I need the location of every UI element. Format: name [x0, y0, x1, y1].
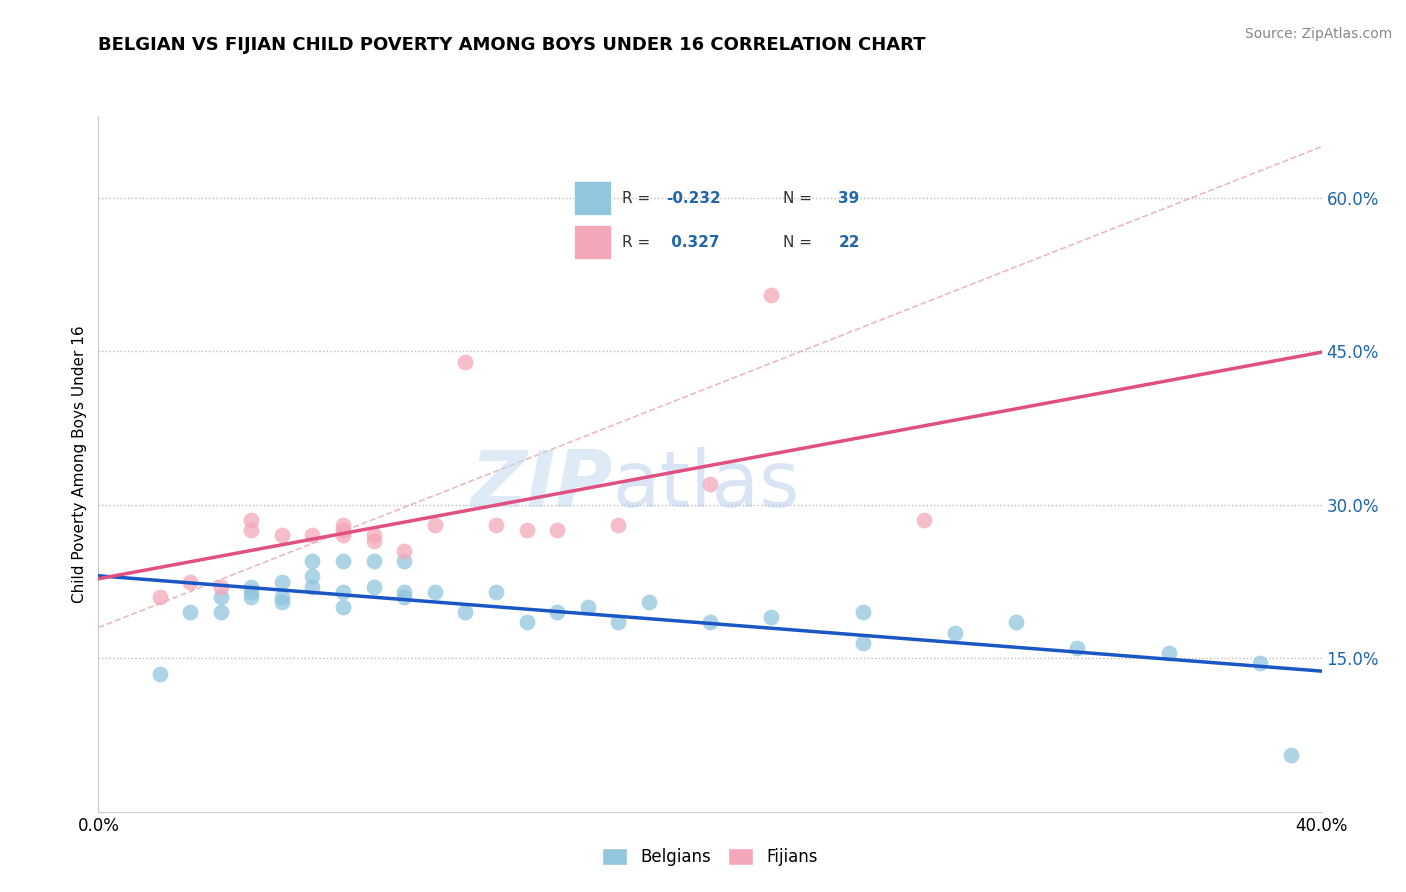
Point	[516, 524, 538, 538]
Point	[759, 610, 782, 624]
Point	[516, 615, 538, 630]
Point	[363, 533, 385, 548]
Point	[301, 554, 323, 568]
Point	[363, 580, 385, 594]
Legend: Belgians, Fijians: Belgians, Fijians	[596, 841, 824, 873]
Point	[1279, 748, 1302, 763]
Point	[546, 524, 568, 538]
Point	[485, 584, 508, 599]
Point	[301, 528, 323, 542]
Point	[943, 625, 966, 640]
Point	[852, 636, 875, 650]
Point	[149, 666, 172, 681]
Point	[454, 354, 477, 368]
Point	[607, 615, 630, 630]
Point	[270, 595, 292, 609]
Point	[637, 595, 661, 609]
Text: N =: N =	[783, 235, 817, 250]
Point	[392, 590, 416, 604]
FancyBboxPatch shape	[574, 181, 612, 216]
Point	[332, 584, 354, 599]
Point	[392, 544, 416, 558]
Point	[454, 605, 477, 619]
Point	[485, 518, 508, 533]
Point	[301, 580, 323, 594]
Point	[699, 477, 721, 491]
Point	[209, 605, 232, 619]
Point	[546, 605, 568, 619]
Point	[179, 605, 201, 619]
Point	[852, 605, 875, 619]
Point	[759, 288, 782, 302]
Point	[363, 528, 385, 542]
Point	[240, 584, 263, 599]
Point	[332, 524, 354, 538]
Point	[423, 518, 446, 533]
Point	[576, 600, 599, 615]
Point	[912, 513, 935, 527]
FancyBboxPatch shape	[574, 225, 612, 260]
Text: R =: R =	[621, 235, 655, 250]
Point	[270, 528, 292, 542]
Point	[332, 554, 354, 568]
Point	[363, 554, 385, 568]
Text: 0.327: 0.327	[666, 235, 720, 250]
Point	[699, 615, 721, 630]
Point	[179, 574, 201, 589]
Y-axis label: Child Poverty Among Boys Under 16: Child Poverty Among Boys Under 16	[72, 325, 87, 603]
Point	[270, 590, 292, 604]
Text: R =: R =	[621, 191, 655, 206]
Point	[301, 569, 323, 583]
Point	[423, 584, 446, 599]
Point	[240, 580, 263, 594]
Point	[270, 574, 292, 589]
Point	[240, 524, 263, 538]
Point	[240, 513, 263, 527]
Point	[1066, 640, 1088, 655]
Point	[607, 518, 630, 533]
Text: 39: 39	[838, 191, 859, 206]
Text: atlas: atlas	[612, 447, 800, 523]
Point	[149, 590, 172, 604]
Point	[240, 590, 263, 604]
Point	[332, 600, 354, 615]
Point	[332, 518, 354, 533]
Point	[1249, 657, 1271, 671]
Text: 22: 22	[838, 235, 860, 250]
Point	[1157, 646, 1180, 660]
Text: BELGIAN VS FIJIAN CHILD POVERTY AMONG BOYS UNDER 16 CORRELATION CHART: BELGIAN VS FIJIAN CHILD POVERTY AMONG BO…	[98, 36, 927, 54]
Point	[209, 590, 232, 604]
Point	[392, 554, 416, 568]
Text: ZIP: ZIP	[470, 447, 612, 523]
Text: Source: ZipAtlas.com: Source: ZipAtlas.com	[1244, 27, 1392, 41]
Point	[392, 584, 416, 599]
Text: -0.232: -0.232	[666, 191, 721, 206]
Text: N =: N =	[783, 191, 817, 206]
Point	[1004, 615, 1026, 630]
Point	[209, 580, 232, 594]
Point	[332, 528, 354, 542]
